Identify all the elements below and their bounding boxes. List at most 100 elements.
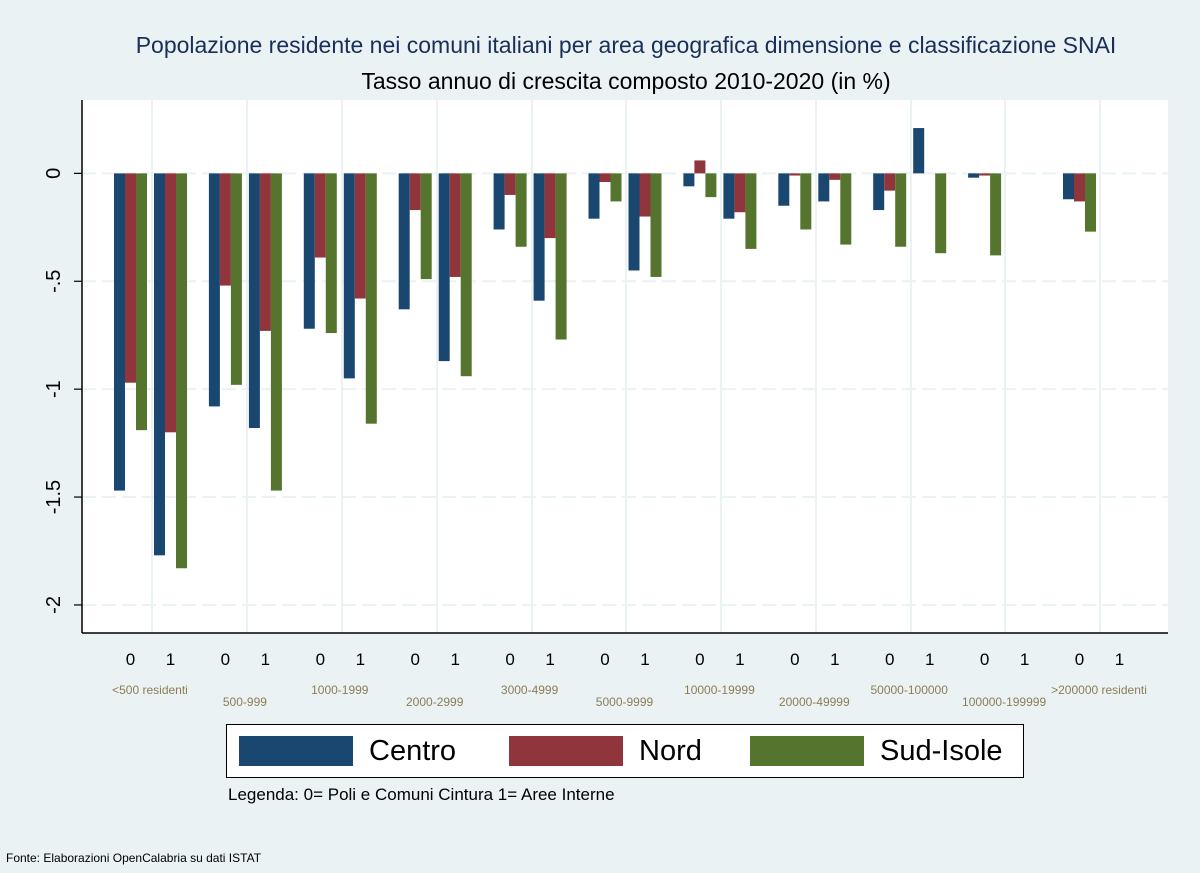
legend-item-nord: Nord	[509, 734, 702, 767]
bar-sud-isole	[365, 173, 377, 424]
x-category-label: >200000 residenti	[1051, 683, 1147, 697]
bar-centro	[873, 173, 885, 211]
x-subgroup-label: 1	[356, 650, 365, 669]
x-subgroup-label: 1	[166, 650, 175, 669]
x-subgroup-label: 0	[505, 650, 514, 669]
bar-centro	[683, 173, 695, 187]
bar-nord	[639, 173, 651, 217]
bar-nord	[354, 173, 366, 299]
x-category-label: 50000-100000	[870, 683, 948, 697]
bar-sud-isole	[840, 173, 852, 245]
x-category-label: 1000-1999	[311, 683, 369, 697]
bar-nord	[734, 173, 746, 213]
bar-nord	[884, 173, 896, 191]
bar-centro	[343, 173, 355, 379]
legend-label-sud-isole: Sud-Isole	[880, 734, 1003, 767]
bar-sud-isole	[460, 173, 472, 377]
x-subgroup-label: 1	[830, 650, 839, 669]
legend-swatch-sud-isole	[750, 736, 864, 766]
x-category-label: 5000-9999	[596, 695, 654, 709]
x-subgroup-label: 0	[790, 650, 799, 669]
x-subgroup-label: 0	[885, 650, 894, 669]
legend-label-nord: Nord	[639, 734, 702, 767]
bar-nord	[789, 173, 801, 176]
x-subgroup-label: 0	[410, 650, 419, 669]
legend-note: Legenda: 0= Poli e Comuni Cintura 1= Are…	[228, 785, 615, 804]
legend-item-centro: Centro	[239, 734, 457, 767]
bar-sud-isole	[515, 173, 527, 247]
x-subgroup-label: 1	[640, 650, 649, 669]
bar-nord	[979, 173, 991, 176]
x-subgroup-label: 1	[925, 650, 934, 669]
bar-centro	[913, 128, 925, 174]
x-category-label: 10000-19999	[684, 683, 755, 697]
source-note: Fonte: Elaborazioni OpenCalabria su dati…	[6, 851, 262, 865]
x-subgroup-label: 0	[1075, 650, 1084, 669]
x-category-label: 3000-4999	[501, 683, 559, 697]
bar-sud-isole	[800, 173, 812, 230]
bar-centro	[968, 173, 980, 178]
bar-sud-isole	[176, 173, 187, 569]
bar-sud-isole	[745, 173, 757, 249]
legend-label-centro: Centro	[369, 734, 457, 767]
bar-centro	[398, 173, 410, 310]
bar-nord	[259, 173, 271, 331]
y-tick-label: -1	[43, 380, 65, 398]
bar-sud-isole	[610, 173, 622, 202]
bar-centro	[438, 173, 450, 362]
x-category-label: <500 residenti	[112, 683, 188, 697]
x-subgroup-label: 1	[1115, 650, 1124, 669]
bar-centro	[154, 173, 165, 556]
x-subgroup-label: 0	[221, 650, 230, 669]
bar-sud-isole	[136, 173, 147, 431]
y-tick-label: 0	[43, 168, 65, 179]
bar-nord	[694, 160, 706, 174]
bar-sud-isole	[935, 173, 947, 254]
legend-swatch-centro	[239, 736, 353, 766]
bar-nord	[1074, 173, 1085, 202]
bar-nord	[165, 173, 176, 433]
bar-sud-isole	[650, 173, 662, 277]
x-category-label: 500-999	[223, 695, 267, 709]
x-subgroup-label: 1	[735, 650, 744, 669]
bar-sud-isole	[230, 173, 242, 385]
x-subgroup-label: 0	[600, 650, 609, 669]
bar-nord	[314, 173, 326, 258]
y-tick-label: -.5	[43, 270, 65, 293]
bar-centro	[588, 173, 600, 219]
bar-nord	[504, 173, 516, 195]
bar-centro	[533, 173, 545, 301]
x-category-label: 100000-199999	[962, 695, 1046, 709]
x-category-label: 2000-2999	[406, 695, 464, 709]
bar-centro	[493, 173, 505, 230]
bar-sud-isole	[705, 173, 717, 198]
bar-nord	[125, 173, 136, 383]
bar-centro	[818, 173, 830, 202]
x-subgroup-label: 0	[316, 650, 325, 669]
bar-nord	[219, 173, 231, 286]
y-tick-label: -1.5	[43, 480, 65, 514]
y-tick-label: -2	[43, 596, 65, 614]
chart-title: Popolazione residente nei comuni italian…	[135, 32, 1117, 58]
bar-centro	[303, 173, 315, 329]
bar-sud-isole	[990, 173, 1002, 256]
x-subgroup-label: 1	[1020, 650, 1029, 669]
bar-centro	[1063, 173, 1074, 200]
x-subgroup-label: 0	[126, 650, 135, 669]
x-subgroup-label: 1	[261, 650, 270, 669]
bar-centro	[208, 173, 220, 407]
bar-sud-isole	[270, 173, 282, 491]
bar-sud-isole	[555, 173, 567, 340]
bar-centro	[114, 173, 125, 491]
bar-sud-isole	[325, 173, 337, 334]
legend-item-sud-isole: Sud-Isole	[750, 734, 1003, 767]
bar-sud-isole	[1085, 173, 1096, 232]
bar-sud-isole	[895, 173, 907, 247]
bar-centro	[628, 173, 640, 271]
bar-sud-isole	[420, 173, 432, 280]
bar-centro	[723, 173, 735, 219]
x-category-label: 20000-49999	[779, 695, 850, 709]
bar-centro	[778, 173, 790, 206]
